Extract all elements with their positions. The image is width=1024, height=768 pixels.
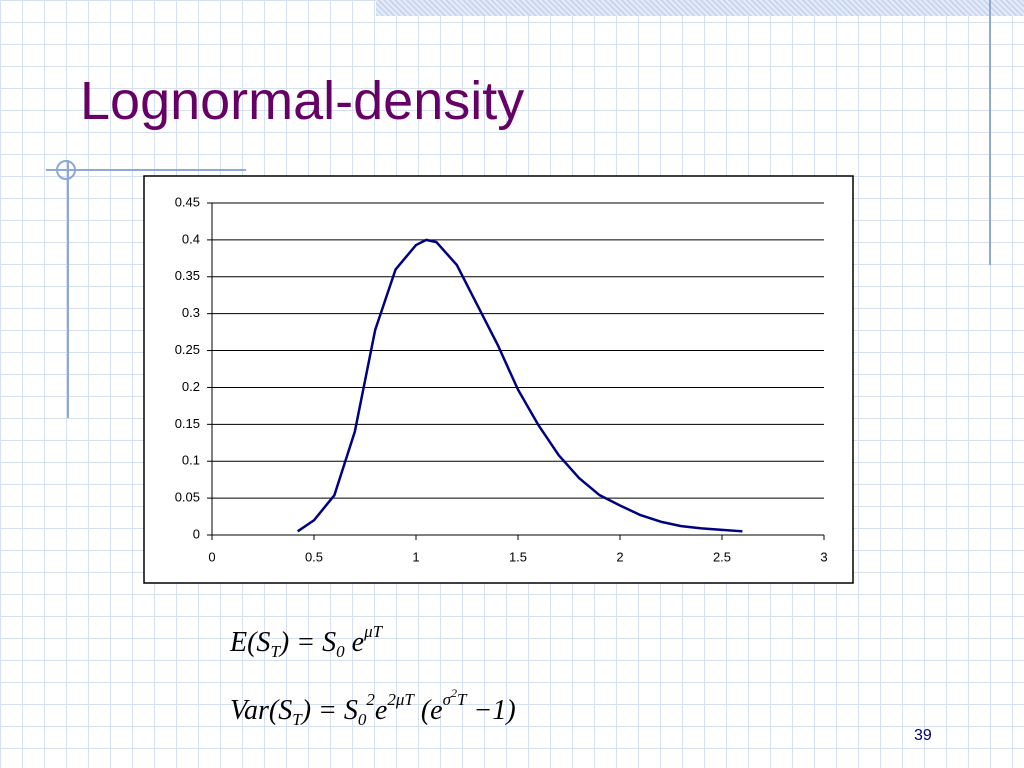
y-tick-label: 0.15	[175, 416, 200, 431]
formula-part: ) = S	[279, 627, 337, 658]
y-tick-label: 0.45	[175, 194, 200, 209]
formula-part: 0	[336, 642, 345, 661]
y-tick-label: 0.2	[182, 379, 200, 394]
formula: Var(ST) = S02e2μT (eσ2T −1)	[230, 686, 516, 730]
formula-part: e	[344, 627, 365, 658]
formula-part: ) = S	[301, 695, 358, 726]
formula: E(ST) = S0 eμT	[230, 622, 382, 662]
decor-circle	[56, 160, 76, 180]
formula-part: T	[270, 642, 280, 661]
formula-part: T	[292, 710, 302, 729]
formula-part: e	[374, 695, 388, 726]
y-tick-label: 0.3	[182, 305, 200, 320]
y-tick-label: 0.35	[175, 268, 200, 283]
formula-part: μT	[364, 622, 383, 641]
chart-frame	[143, 175, 854, 584]
x-tick-label: 2.5	[713, 549, 731, 564]
x-tick-label: 3	[820, 549, 827, 564]
formula-part: E	[230, 627, 248, 658]
x-tick-label: 0	[208, 549, 215, 564]
x-tick-label: 1.5	[509, 549, 527, 564]
formula-part: 2μT	[387, 690, 414, 709]
formula-part: −1)	[466, 695, 516, 726]
y-tick-label: 0.25	[175, 342, 200, 357]
slide-title: Lognormal-density	[80, 71, 525, 131]
x-tick-label: 0.5	[305, 549, 323, 564]
formula-part: 2	[451, 686, 458, 700]
formula-part: 0	[357, 710, 367, 729]
formula-part: 2	[366, 690, 375, 709]
y-tick-label: 0	[193, 526, 200, 541]
x-tick-label: 1	[412, 549, 419, 564]
formula-part: (S	[247, 627, 271, 658]
decor-bar	[376, 0, 1024, 16]
line-series	[296, 238, 743, 533]
formula-part: (e	[413, 695, 443, 726]
formula-part: T	[457, 690, 467, 709]
formula-part: σ	[442, 690, 452, 709]
y-tick-label: 0.4	[182, 231, 200, 246]
x-tick-label: 2	[616, 549, 623, 564]
y-tick-label: 0.1	[182, 453, 200, 468]
page-number: 39	[914, 727, 932, 744]
formula-part: Var(S	[230, 695, 293, 726]
y-tick-label: 0.05	[175, 490, 200, 505]
